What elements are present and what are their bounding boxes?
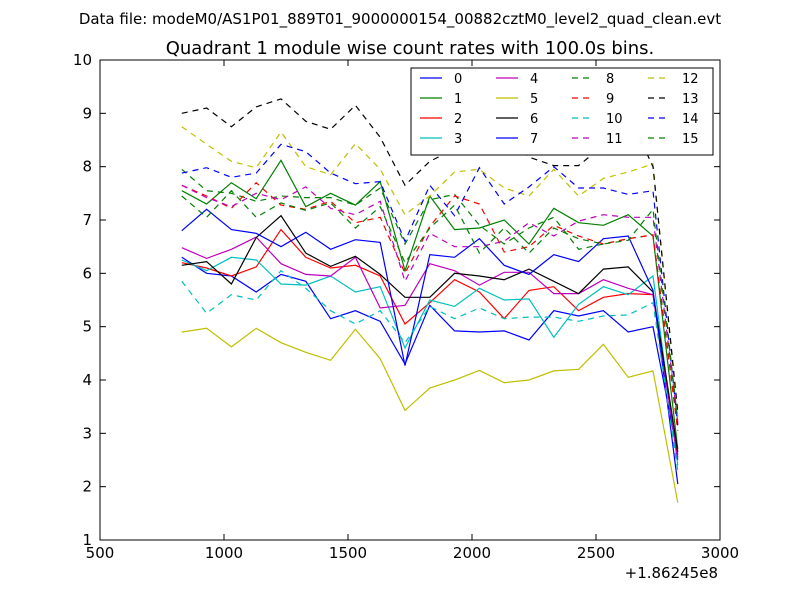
x-tick-label: 1000 [205,544,243,562]
series-2-line [181,228,679,458]
y-tick-label: 4 [82,371,92,389]
y-tick-label: 6 [82,264,92,282]
y-tick-label: 2 [82,478,92,496]
legend-label-11: 11 [606,132,623,147]
legend-frame [410,67,714,156]
legend-label-14: 14 [682,112,699,127]
series-8-line [181,168,679,429]
chart-title: Quadrant 1 module wise count rates with … [166,38,655,59]
legend-label-5: 5 [530,92,538,107]
x-tick-label: 500 [86,544,115,562]
legend-label-12: 12 [682,72,699,87]
legend-label-13: 13 [682,92,699,107]
series-12-line [181,126,679,418]
series-0-line [181,256,679,455]
y-tick-label: 10 [73,51,92,69]
series-11-line [181,184,679,423]
series-9-line [181,181,679,431]
series-7-line [181,208,679,485]
legend-label-15: 15 [682,132,699,147]
y-tick-label: 8 [82,158,92,176]
legend-label-3: 3 [454,132,462,147]
y-tick-label: 9 [82,104,92,122]
series-6-line [181,214,679,453]
series-4-line [181,236,679,461]
x-tick-label: 1500 [329,544,367,562]
series-14-line [181,143,679,426]
figure-suptitle: Data file: modeM0/AS1P01_889T01_90000001… [79,10,721,29]
plot-frame [99,59,721,541]
legend-label-9: 9 [606,92,614,107]
legend-label-8: 8 [606,72,614,87]
legend-label-6: 6 [530,112,538,127]
legend-label-0: 0 [454,72,462,87]
y-tick-label: 1 [82,531,92,549]
x-tick-label: 3000 [701,544,739,562]
y-tick-label: 7 [82,211,92,229]
y-tick-label: 5 [82,318,92,336]
series-3-line [181,256,679,466]
x-axis-offset-label: +1.86245e8 [625,564,718,582]
legend-label-7: 7 [530,132,538,147]
legend-label-2: 2 [454,112,462,127]
x-tick-label: 2500 [577,544,615,562]
x-tick-label: 2000 [453,544,491,562]
y-tick-label: 3 [82,424,92,442]
series-15-line [181,189,679,421]
series-5-line [181,327,679,503]
legend-label-10: 10 [606,112,623,127]
legend-label-1: 1 [454,92,462,107]
legend-label-4: 4 [530,72,538,87]
